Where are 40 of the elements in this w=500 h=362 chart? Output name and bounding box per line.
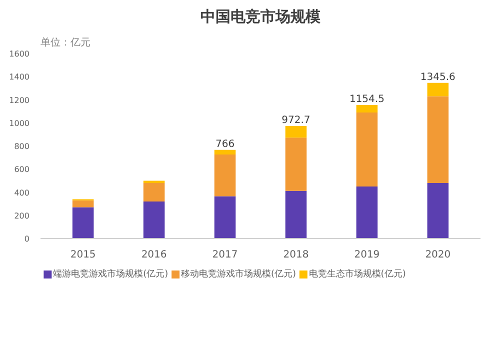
bar	[356, 186, 378, 238]
bar	[143, 183, 165, 202]
bar	[356, 105, 378, 113]
y-tick-label: 1400	[9, 72, 30, 82]
bar	[285, 126, 307, 138]
legend-label: 端游电竞游戏市场规模(亿元)	[53, 268, 168, 280]
total-label: 972.7	[282, 115, 310, 126]
y-tick-label: 0	[24, 234, 30, 244]
y-tick-label: 1600	[9, 50, 30, 58]
bar	[427, 96, 449, 183]
x-tick-label: 2017	[212, 250, 238, 260]
y-tick-label: 200	[14, 211, 30, 220]
legend-label: 移动电竞游戏市场规模(亿元)	[180, 268, 296, 280]
y-tick-label: 600	[14, 165, 30, 174]
y-tick-label: 1200	[9, 96, 30, 105]
legend-label: 电竞生态市场规模(亿元)	[308, 268, 406, 280]
total-label: 1154.5	[349, 94, 384, 106]
bar	[356, 112, 378, 186]
bar	[72, 200, 94, 208]
bar	[214, 154, 236, 196]
y-tick-label: 1000	[9, 118, 30, 128]
bar	[214, 196, 236, 238]
bar	[72, 207, 94, 238]
bar	[214, 150, 236, 155]
total-label: 766	[215, 138, 235, 150]
chart-title: 中国电竞市场规模	[200, 8, 322, 26]
bar	[285, 138, 307, 191]
bar	[427, 183, 449, 238]
y-tick-label: 400	[14, 188, 30, 198]
x-tick-label: 2016	[141, 250, 167, 260]
y-tick-label: 800	[14, 142, 30, 151]
x-tick-label: 2018	[283, 250, 309, 260]
x-tick-label: 2020	[425, 250, 451, 260]
total-label: 1345.6	[420, 72, 456, 83]
bar	[143, 202, 165, 238]
x-tick-label: 2019	[354, 250, 380, 260]
bar	[285, 190, 307, 238]
bar	[427, 82, 449, 96]
x-tick-label: 2015	[70, 250, 96, 260]
y-axis-title: 单位：亿元	[40, 36, 90, 48]
